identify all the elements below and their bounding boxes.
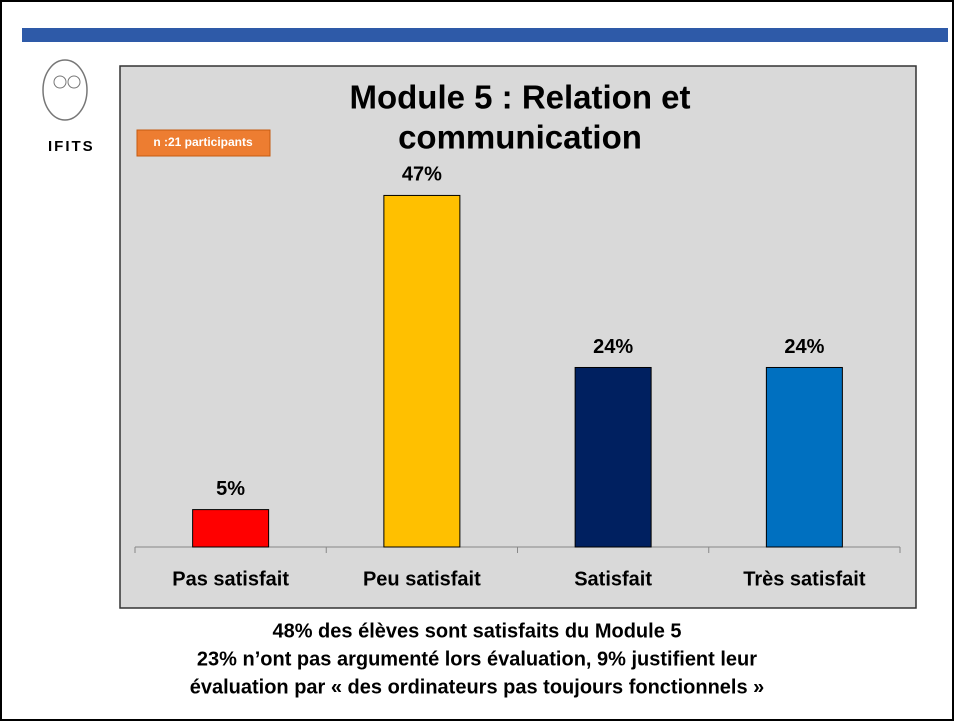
x-tick-label: Pas satisfait xyxy=(172,568,289,590)
bar xyxy=(383,194,461,548)
header-band xyxy=(22,28,948,42)
footer-line: 23% n’ont pas argumenté lors évaluation,… xyxy=(197,648,757,670)
data-label: 47% xyxy=(402,164,442,186)
footer-line: évaluation par « des ordinateurs pas tou… xyxy=(190,676,765,698)
chart-title: communication xyxy=(398,119,642,156)
chart-title: Module 5 : Relation et xyxy=(349,79,690,116)
data-label: 5% xyxy=(216,478,245,500)
annotation: n :21 participants xyxy=(153,135,253,149)
x-tick-label: Très satisfait xyxy=(743,568,866,590)
annotation-box xyxy=(136,129,271,157)
logo-glass xyxy=(53,75,67,89)
logo-glass xyxy=(67,75,81,89)
bar xyxy=(192,509,270,548)
data-label: 24% xyxy=(784,336,824,358)
logo-face xyxy=(42,59,88,121)
data-label: 24% xyxy=(593,336,633,358)
logo-text: IFITS xyxy=(48,138,95,155)
bar xyxy=(574,366,652,548)
bar xyxy=(765,366,843,548)
x-tick-label: Satisfait xyxy=(574,568,652,590)
x-tick-label: Peu satisfait xyxy=(363,568,481,590)
footer-line: 48% des élèves sont satisfaits du Module… xyxy=(272,620,681,642)
logo: IFITS xyxy=(42,59,95,155)
